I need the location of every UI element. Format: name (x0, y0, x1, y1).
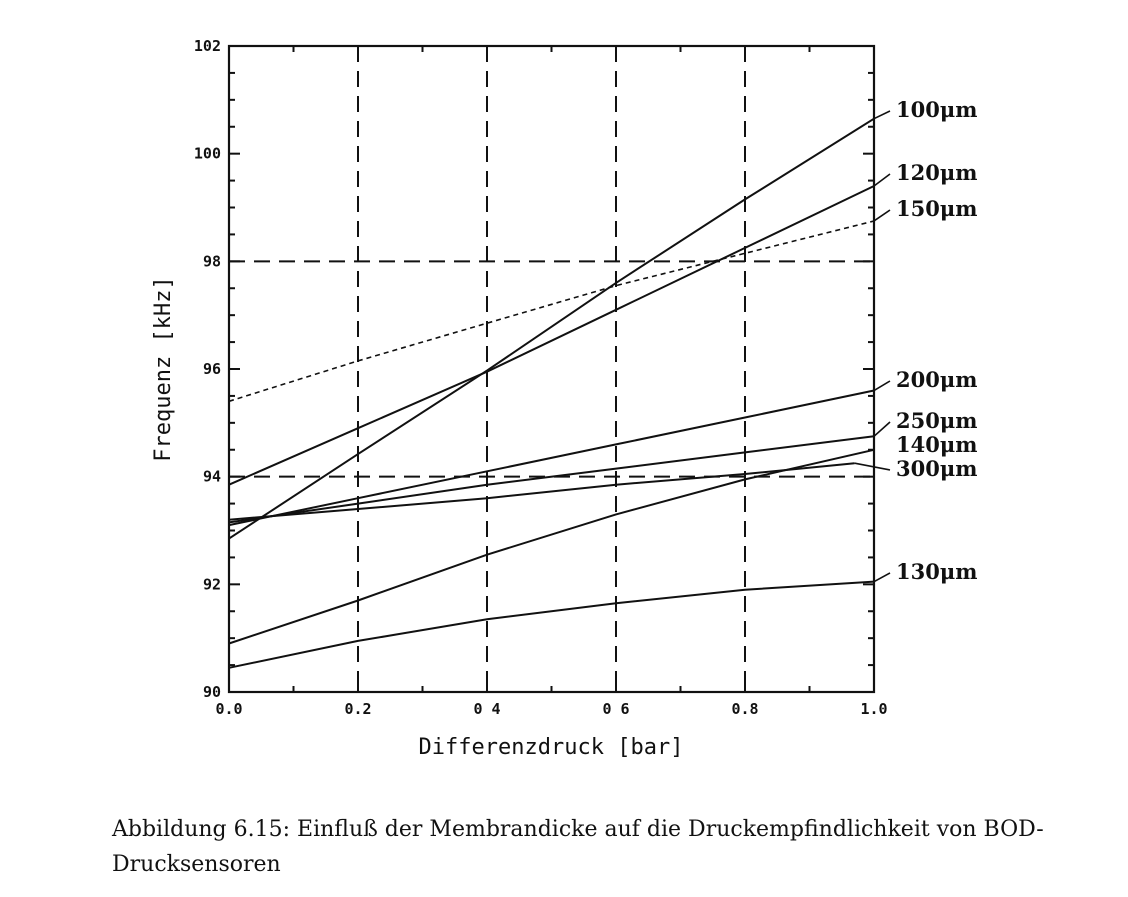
series-leader-line (873, 173, 891, 187)
y-tick-label: 98 (203, 252, 221, 270)
x-tick-label: 0.2 (344, 700, 371, 718)
figure-caption: Abbildung 6.15: Einfluß der Membrandicke… (112, 817, 1044, 877)
plot-frame (227, 44, 876, 694)
series-label-7: 130μm (896, 559, 977, 584)
x-tick-label: 0 4 (473, 700, 500, 718)
series-label-5: 140μm (896, 432, 977, 457)
series-label-6: 300μm (896, 456, 977, 481)
series-line-5 (228, 448, 875, 645)
series-label-2: 150μm (896, 196, 977, 221)
x-tick-label: 1.0 (860, 700, 887, 718)
series-line-6 (228, 462, 855, 521)
x-axis-label: Differenzdruck [bar] (419, 735, 684, 760)
series-line-0 (228, 117, 875, 540)
series-lines (228, 117, 875, 669)
grid-lines (229, 46, 874, 692)
y-tick-label: 90 (203, 683, 221, 701)
x-tick-label: 0.8 (731, 700, 758, 718)
series-leader-line (873, 380, 891, 392)
series-label-4: 250μm (896, 408, 977, 433)
x-tick-label: 0.0 (215, 700, 242, 718)
y-tick-label: 100 (194, 145, 221, 163)
series-line-7 (228, 580, 875, 669)
y-tick-label: 92 (203, 575, 221, 593)
series-label-3: 200μm (896, 367, 977, 392)
tick-labels: 0.0 0.2 0 4 0 6 0.8 1.0 90 92 94 96 98 100 102 (194, 37, 888, 718)
y-tick-label: 96 (203, 360, 221, 378)
series-leader-line (873, 110, 891, 120)
y-tick-label: 102 (194, 37, 221, 55)
series-line-3 (228, 389, 875, 527)
series-leader-line (873, 209, 891, 222)
series-leader-line (854, 462, 891, 471)
series-leader-line (873, 572, 891, 583)
series-label-0: 100μm (896, 97, 977, 122)
series-leader-line (873, 421, 891, 437)
chart: 0.0 0.2 0 4 0 6 0.8 1.0 90 92 94 96 98 100 102 100μm… (151, 37, 977, 760)
series-line-2 (228, 220, 875, 403)
y-axis-label: Frequenz [kHz] (151, 276, 176, 461)
series-label-1: 120μm (896, 160, 977, 185)
series-line-1 (228, 185, 875, 486)
axes (227, 44, 876, 694)
y-tick-label: 94 (203, 468, 221, 486)
x-tick-label: 0 6 (602, 700, 629, 718)
series-line-4 (228, 435, 875, 524)
